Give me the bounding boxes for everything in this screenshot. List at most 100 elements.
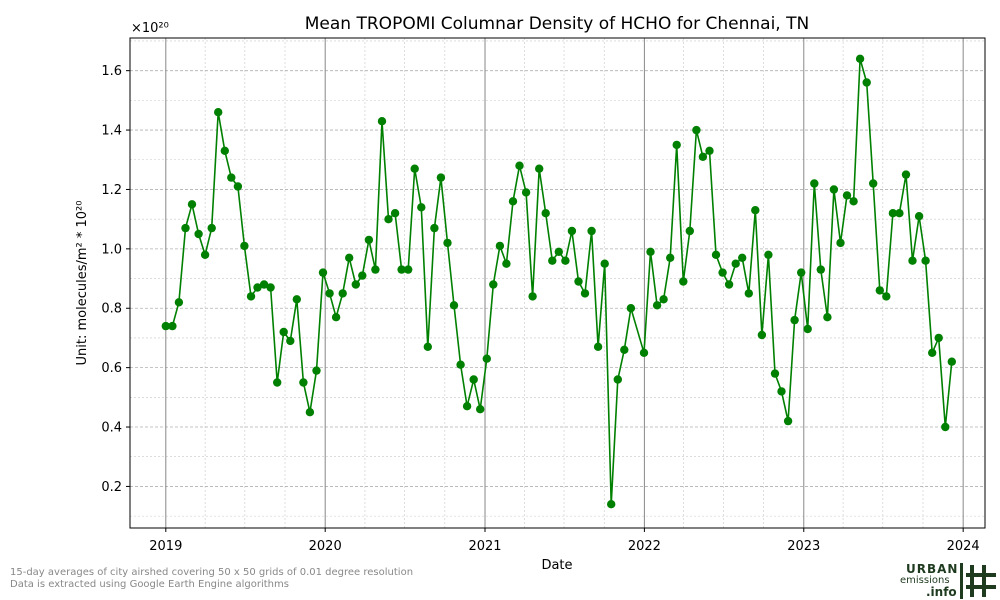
data-point [823,313,832,322]
data-point [947,357,956,366]
data-point [318,268,328,277]
data-point [790,315,799,325]
data-point [718,268,727,277]
y-tick-label: 0.2 [101,480,122,495]
y-tick-label: 1.6 [101,64,122,79]
data-point [207,223,216,233]
logo-word-emissions: emissions [900,575,950,586]
data-point [377,117,387,126]
data-point [515,161,524,170]
data-point [449,301,459,310]
x-tick-label: 2021 [468,539,501,554]
data-point [246,292,256,301]
data-point [430,223,439,233]
data-point [679,277,688,286]
y-tick-label: 1.0 [101,242,122,257]
data-point [417,203,426,212]
data-point [613,375,622,384]
data-point [338,289,347,298]
data-point [181,223,190,233]
data-point [528,292,537,301]
data-point [607,500,616,509]
data-point [770,369,780,378]
data-point [174,298,184,307]
data-point [941,422,950,432]
data-point [711,250,721,259]
data-point [331,313,341,322]
data-point [436,173,446,182]
data-point [869,179,878,188]
data-point [908,256,917,265]
data-point [305,408,315,417]
data-point [836,238,845,248]
data-point [273,378,282,387]
data-point [888,209,898,218]
grid-mark-icon [960,563,996,599]
data-point [482,354,491,363]
data-point [901,170,911,179]
data-point [567,226,577,236]
footnote-source: Data is extracted using Google Earth Eng… [10,579,289,590]
data-point [731,259,740,268]
data-point [639,348,649,357]
data-point [469,375,478,384]
data-point [803,324,812,334]
data-point [292,295,301,304]
data-point [934,333,943,343]
data-point [666,253,675,262]
series-line [165,57,953,506]
y-tick-label: 0.4 [101,421,122,436]
data-point [842,191,852,200]
data-point [286,336,295,346]
grid-lines [130,38,985,528]
x-axis-label: Date [541,558,572,573]
data-point [489,280,498,289]
data-point [495,241,505,251]
data-point [882,292,891,301]
y-tick-label: 0.6 [101,361,122,376]
data-point [928,348,937,357]
axis-ticks: 0.2 0.4 0.6 0.8 1.0 1.2 1.4 1.6 2019 2020 2021 2022… [101,64,979,554]
data-point [443,238,452,248]
chart-title: Mean TROPOMI Columnar Density of HCHO fo… [305,14,809,34]
data-point [462,402,472,411]
data-point [744,289,753,298]
data-point [423,342,432,351]
data-point [895,209,904,218]
data-point [777,387,786,396]
footnote-resolution: 15-day averages of city airshed covering… [10,567,414,578]
data-point [764,250,773,259]
y-axis-label: Unit: molecules/m² * 10²⁰ [75,201,90,366]
data-point [587,226,596,236]
data-point [692,125,701,135]
data-point [738,253,747,262]
x-tick-label: 2022 [628,539,661,554]
data-point [646,247,655,256]
data-point [535,164,544,173]
data-point [849,197,858,206]
data-point [259,280,269,289]
data-point [279,327,288,337]
data-point [161,321,170,331]
data-point [227,173,236,182]
data-point [757,330,767,340]
data-point [580,289,590,298]
data-point [214,108,223,117]
data-point [168,321,177,331]
data-point [783,416,793,426]
data-point [521,188,531,197]
data-point [548,256,557,265]
data-point [312,366,321,375]
data-point [358,271,367,280]
data-point [554,247,563,256]
y-tick-label: 1.2 [101,183,122,198]
data-point [855,54,865,63]
data-point [541,209,550,218]
data-point [410,164,419,173]
data-point [652,301,662,310]
data-point [233,182,243,191]
data-point [705,146,714,155]
data-point [502,259,511,268]
data-point [875,286,884,295]
